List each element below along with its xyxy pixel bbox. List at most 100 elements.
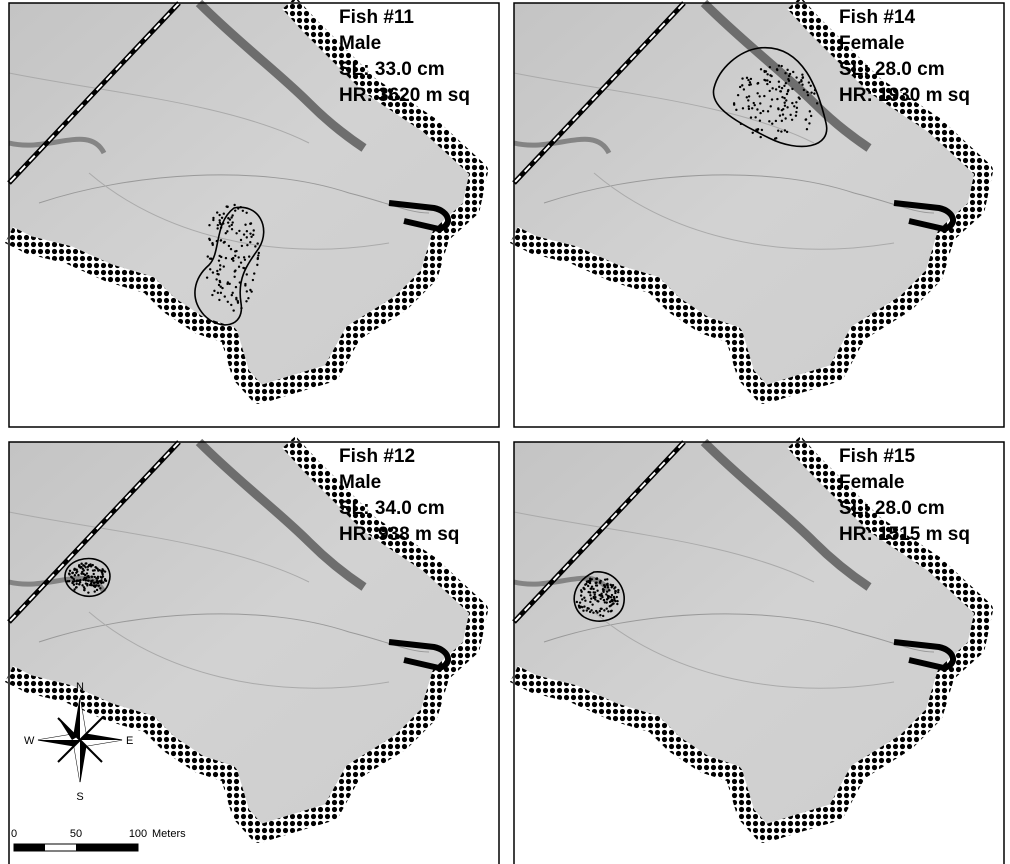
fix-point [733, 104, 735, 106]
fix-point [776, 68, 778, 70]
fix-point [94, 566, 96, 568]
fix-point [604, 578, 606, 580]
fix-point [232, 309, 234, 311]
fix-point [90, 565, 92, 567]
fix-point [87, 569, 89, 571]
fix-point [235, 232, 237, 234]
fix-point [580, 594, 582, 596]
fix-point [105, 580, 107, 582]
fix-point [246, 273, 248, 275]
panel-label: SL: 28.0 cm [839, 59, 945, 80]
fix-point [72, 580, 74, 582]
fix-point [235, 286, 237, 288]
fix-point [763, 95, 765, 97]
fix-point [762, 110, 764, 112]
fix-point [592, 612, 594, 614]
fix-point [78, 583, 80, 585]
fix-point [784, 105, 786, 107]
fix-point [240, 307, 242, 309]
fix-point [599, 610, 601, 612]
panel-label: HR: 1930 m sq [839, 85, 970, 106]
fix-point [809, 110, 811, 112]
scale-label: 0 [11, 828, 17, 840]
fix-point [786, 106, 788, 108]
fix-point [778, 64, 780, 66]
fix-point [590, 588, 592, 590]
fix-point [73, 578, 75, 580]
fix-point [756, 108, 758, 110]
fix-point [218, 219, 220, 221]
fix-point [781, 96, 783, 98]
fix-point [611, 594, 613, 596]
panel-label: SL: 34.0 cm [339, 498, 445, 519]
fix-point [228, 283, 230, 285]
fix-point [795, 115, 797, 117]
fix-point [219, 281, 221, 283]
fix-point [231, 224, 233, 226]
fix-point [795, 111, 797, 113]
fix-point [594, 594, 596, 596]
fix-point [223, 265, 225, 267]
fix-point [240, 206, 242, 208]
panel-label: HR: 3620 m sq [339, 85, 470, 106]
fix-point [254, 245, 256, 247]
fix-point [230, 248, 232, 250]
fix-point [69, 570, 71, 572]
fix-point [763, 70, 765, 72]
fix-point [73, 588, 75, 590]
panel-label: Male [339, 33, 381, 54]
fix-point [596, 600, 598, 602]
fix-point [580, 589, 582, 591]
fix-point [230, 304, 232, 306]
fix-point [771, 87, 773, 89]
fix-point [256, 264, 258, 266]
fix-point [78, 565, 80, 567]
fix-point [226, 230, 228, 232]
fix-point [614, 590, 616, 592]
scale-label: 50 [70, 828, 82, 840]
fix-point [77, 574, 79, 576]
fix-point [783, 85, 785, 87]
fix-point [86, 572, 88, 574]
fix-point [225, 232, 227, 234]
fix-point [769, 90, 771, 92]
fix-point [802, 76, 804, 78]
fix-point [757, 128, 759, 130]
fix-point [606, 607, 608, 609]
fix-point [785, 99, 787, 101]
fix-point [94, 576, 96, 578]
fix-point [234, 250, 236, 252]
fix-point [796, 107, 798, 109]
fix-point [231, 214, 233, 216]
fix-point [218, 214, 220, 216]
fix-point [810, 115, 812, 117]
fix-point [232, 257, 234, 259]
fix-point [587, 607, 589, 609]
fix-point [754, 116, 756, 118]
fix-point [783, 97, 785, 99]
scale-unit: Meters [152, 828, 186, 840]
fix-point [85, 562, 87, 564]
fix-point [808, 122, 810, 124]
fix-point [228, 225, 230, 227]
fix-point [250, 236, 252, 238]
fix-point [93, 584, 95, 586]
fix-point [237, 207, 239, 209]
fix-point [795, 76, 797, 78]
fix-point [71, 572, 73, 574]
fix-point [218, 299, 220, 301]
fix-point [234, 255, 236, 257]
fix-point [606, 590, 608, 592]
fix-point [800, 80, 802, 82]
fix-point [93, 569, 95, 571]
fix-point [75, 583, 77, 585]
fix-point [257, 258, 259, 260]
fix-point [75, 572, 77, 574]
fix-point [584, 584, 586, 586]
fix-point [228, 245, 230, 247]
fix-point [240, 261, 242, 263]
fix-point [605, 583, 607, 585]
fix-point [68, 573, 70, 575]
fix-point [253, 272, 255, 274]
fix-point [212, 219, 214, 221]
